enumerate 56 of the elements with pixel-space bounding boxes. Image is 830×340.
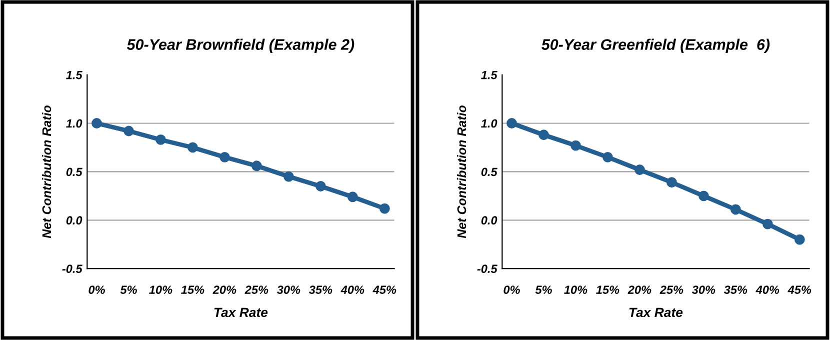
x-tick-label: 25% [244, 286, 268, 294]
y-tick-label: 0.5 [66, 168, 82, 176]
point [634, 164, 645, 175]
point [315, 181, 326, 192]
point [666, 177, 677, 188]
x-tick-label: 15% [181, 286, 204, 294]
x-tick-label: 0% [88, 286, 105, 294]
x-tick-label: 30% [692, 286, 716, 294]
x-tick-label: 45% [372, 286, 396, 294]
point [124, 126, 134, 136]
y-tick-label: 1.5 [481, 70, 498, 80]
x-tick-label: 40% [756, 286, 780, 294]
point [347, 192, 358, 202]
point [538, 130, 549, 140]
y-tick-label: 1.5 [66, 70, 82, 80]
point [506, 118, 517, 128]
y-axis-title: Net Contribution Ratio [456, 105, 466, 238]
y-tick-label: 1.0 [66, 119, 82, 128]
y-tick-label: -0.5 [62, 264, 82, 273]
point [602, 152, 613, 162]
y-tick-label: 0.0 [481, 216, 498, 225]
x-tick-label: 40% [340, 286, 364, 294]
y-tick-label: 1.0 [481, 119, 498, 128]
point [762, 218, 773, 230]
x-axis-title: Tax Rate [214, 308, 268, 318]
point [219, 152, 230, 162]
x-tick-label: 35% [308, 286, 332, 294]
point [794, 234, 805, 245]
x-tick-label: 25% [660, 286, 684, 294]
point [698, 190, 709, 202]
x-tick-label: 5% [120, 286, 137, 294]
point [570, 140, 581, 151]
point [251, 160, 262, 172]
x-tick-label: 10% [149, 286, 172, 294]
point [188, 142, 198, 153]
x-tick-label: 45% [788, 286, 812, 294]
y-tick-label: 0.5 [481, 168, 498, 176]
point [92, 118, 102, 128]
chart-title: 50-Year Brownfield (Example 2) [126, 38, 354, 53]
x-tick-label: 0% [504, 286, 520, 294]
y-axis-title: Net Contribution Ratio [42, 105, 52, 238]
x-tick-label: 20% [628, 286, 652, 294]
x-tick-label: 15% [596, 286, 620, 294]
y-tick-label: -0.5 [477, 264, 498, 273]
point [156, 134, 166, 145]
point [379, 203, 390, 214]
point [283, 171, 294, 182]
x-axis-title: Tax Rate [629, 308, 683, 318]
x-tick-label: 35% [724, 286, 748, 294]
y-tick-label: 0.0 [66, 216, 82, 225]
point [730, 204, 741, 215]
x-tick-label: 30% [276, 286, 300, 294]
x-tick-label: 5% [535, 286, 552, 294]
x-tick-label: 20% [212, 286, 236, 294]
chart-title: 50-Year Greenfield (Example 6) [542, 38, 770, 53]
x-tick-label: 10% [564, 286, 588, 294]
